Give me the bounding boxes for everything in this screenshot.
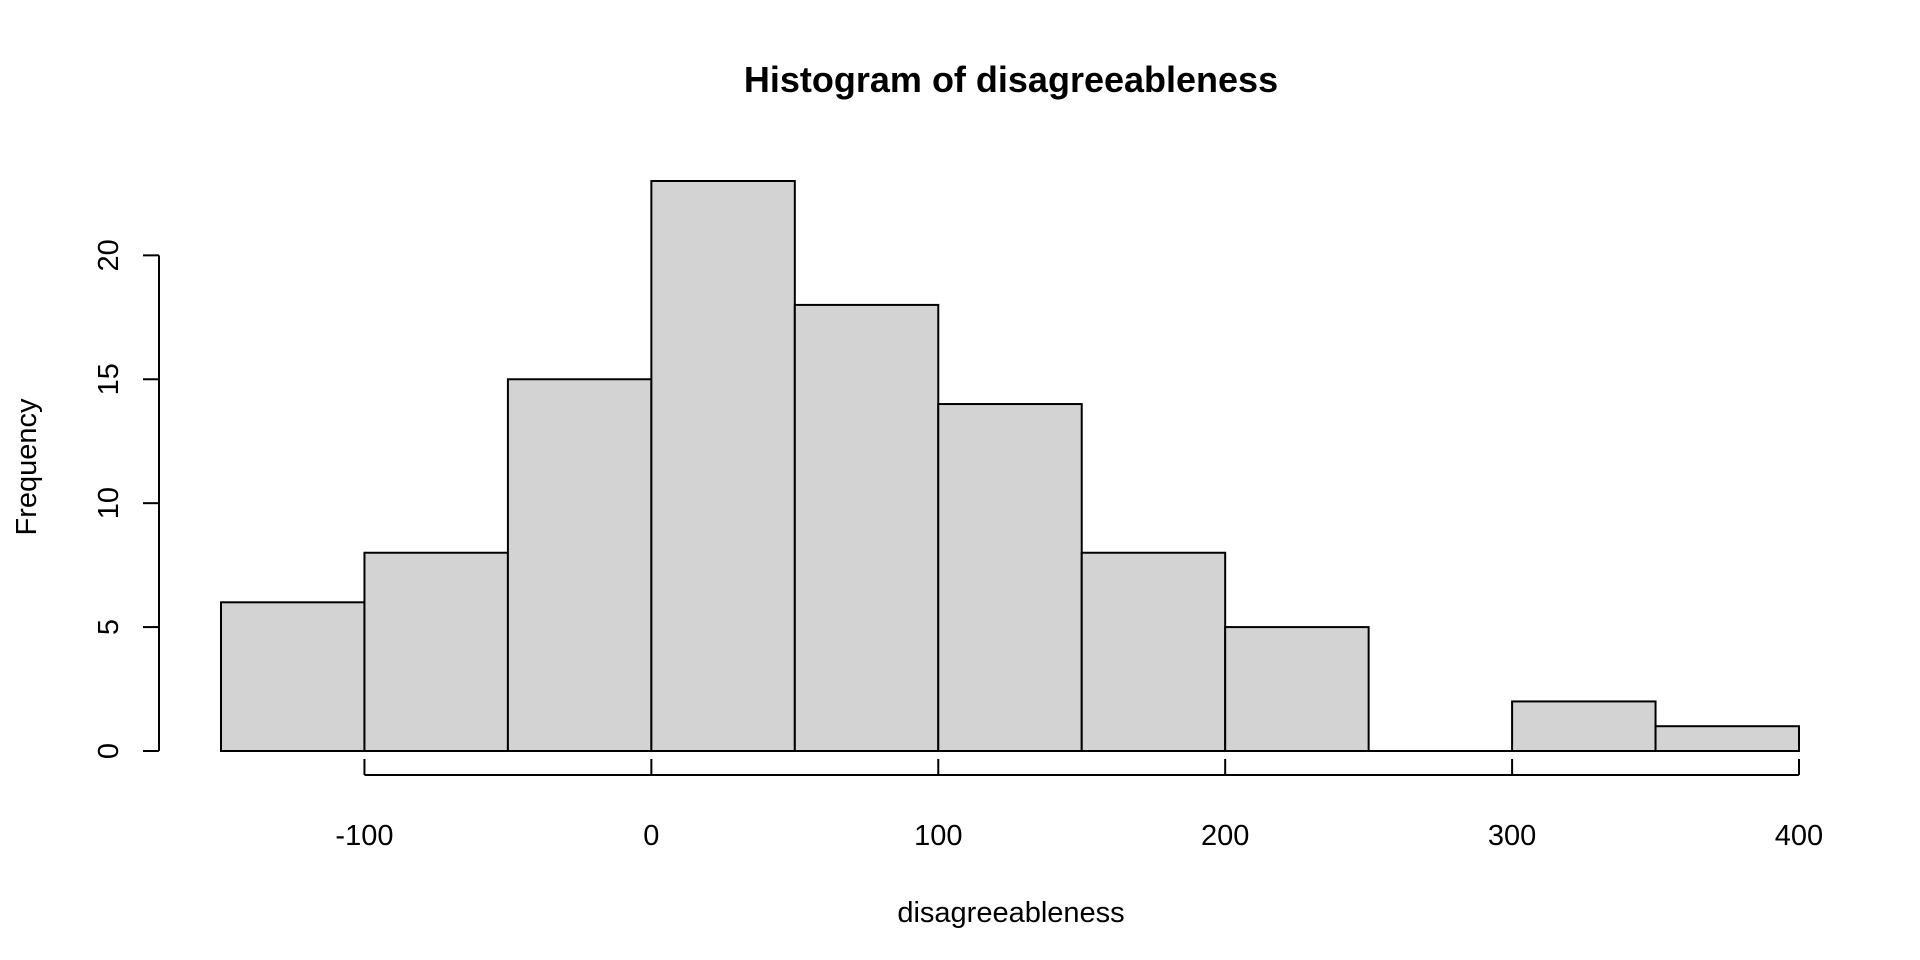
y-tick-label: 10: [93, 487, 125, 519]
y-tick-label: 0: [93, 743, 125, 759]
histogram-bar: [1511, 700, 1657, 752]
x-tick-label: 0: [643, 820, 659, 852]
x-tick-label: -100: [335, 820, 393, 852]
chart-title: Histogram of disagreeableness: [744, 59, 1278, 100]
x-tick-label: 200: [1201, 820, 1249, 852]
x-axis: -100 0 100 200 300 400: [335, 759, 1823, 852]
histogram-bar: [220, 601, 366, 752]
y-axis-label: Frequency: [11, 398, 43, 536]
histogram-bar: [793, 303, 940, 752]
histogram-bar: [506, 378, 653, 752]
bars-group: [220, 180, 1800, 753]
y-tick-label: 15: [93, 363, 125, 395]
x-axis-label: disagreeableness: [897, 897, 1124, 929]
histogram-bar: [363, 551, 509, 752]
y-tick-label: 5: [93, 619, 125, 635]
x-tick-label: 300: [1488, 820, 1536, 852]
y-tick-label: 20: [93, 239, 125, 271]
x-tick-label: 400: [1775, 820, 1823, 852]
x-tick-label: 100: [914, 820, 962, 852]
histogram-bar: [650, 180, 796, 752]
histogram-bar: [1080, 551, 1227, 752]
y-axis: 0 5 10 15 20: [93, 239, 160, 759]
histogram-bar: [1654, 725, 1800, 753]
histogram-bar: [1224, 626, 1370, 753]
histogram-bar: [937, 403, 1083, 752]
